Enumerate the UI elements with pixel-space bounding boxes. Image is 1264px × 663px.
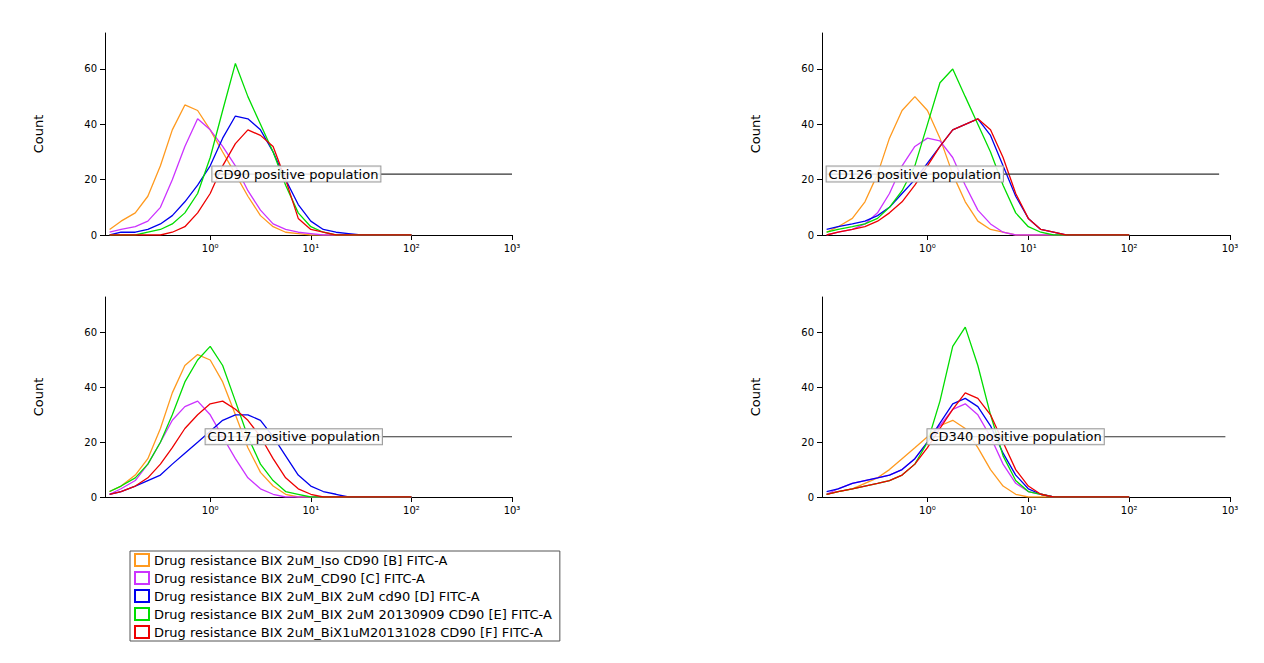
- svg-text:40: 40: [84, 382, 97, 393]
- svg-text:20: 20: [801, 174, 814, 185]
- svg-text:CD90 positive population: CD90 positive population: [214, 167, 378, 182]
- svg-text:0: 0: [808, 492, 814, 503]
- svg-text:10³: 10³: [504, 505, 521, 516]
- svg-text:Drug resistance BIX 2uM_Iso CD: Drug resistance BIX 2uM_Iso CD90 [B] FIT…: [154, 553, 447, 568]
- svg-text:60: 60: [84, 327, 97, 338]
- svg-text:0: 0: [91, 492, 97, 503]
- svg-text:CD126 positive population: CD126 positive population: [829, 167, 1001, 182]
- svg-text:10³: 10³: [504, 243, 521, 254]
- svg-text:10⁰: 10⁰: [202, 505, 219, 516]
- svg-text:10³: 10³: [1222, 505, 1239, 516]
- svg-text:Count: Count: [31, 378, 46, 417]
- svg-text:10²: 10²: [403, 243, 420, 254]
- svg-text:Count: Count: [748, 378, 763, 417]
- svg-text:0: 0: [91, 230, 97, 241]
- svg-text:10⁰: 10⁰: [919, 505, 936, 516]
- svg-text:10²: 10²: [1121, 243, 1138, 254]
- svg-text:Count: Count: [748, 115, 763, 154]
- svg-text:10⁰: 10⁰: [202, 243, 219, 254]
- svg-text:20: 20: [84, 437, 97, 448]
- svg-text:Drug resistance BIX 2uM_BiX1uM: Drug resistance BIX 2uM_BiX1uM20131028 C…: [154, 625, 543, 640]
- svg-text:10¹: 10¹: [302, 505, 319, 516]
- svg-text:10⁰: 10⁰: [919, 243, 936, 254]
- svg-text:CD117 positive population: CD117 positive population: [208, 429, 380, 444]
- svg-text:10³: 10³: [1222, 243, 1239, 254]
- svg-text:40: 40: [84, 119, 97, 130]
- svg-text:20: 20: [84, 174, 97, 185]
- svg-text:40: 40: [801, 119, 814, 130]
- svg-text:Drug resistance BIX 2uM_BIX 2u: Drug resistance BIX 2uM_BIX 2uM 20130909…: [154, 607, 552, 622]
- svg-text:20: 20: [801, 437, 814, 448]
- svg-text:Drug resistance BIX 2uM_BIX 2u: Drug resistance BIX 2uM_BIX 2uM cd90 [D]…: [154, 589, 480, 604]
- svg-text:10¹: 10¹: [1020, 243, 1037, 254]
- svg-text:10¹: 10¹: [302, 243, 319, 254]
- svg-text:Count: Count: [31, 115, 46, 154]
- svg-text:10²: 10²: [403, 505, 420, 516]
- svg-text:CD340 positive population: CD340 positive population: [929, 429, 1101, 444]
- svg-text:60: 60: [84, 63, 97, 74]
- svg-text:10²: 10²: [1121, 505, 1138, 516]
- svg-text:60: 60: [801, 63, 814, 74]
- svg-text:60: 60: [801, 327, 814, 338]
- svg-text:40: 40: [801, 382, 814, 393]
- svg-text:0: 0: [808, 230, 814, 241]
- svg-text:10¹: 10¹: [1020, 505, 1037, 516]
- svg-text:Drug resistance BIX 2uM_CD90 [: Drug resistance BIX 2uM_CD90 [C] FITC-A: [154, 571, 425, 586]
